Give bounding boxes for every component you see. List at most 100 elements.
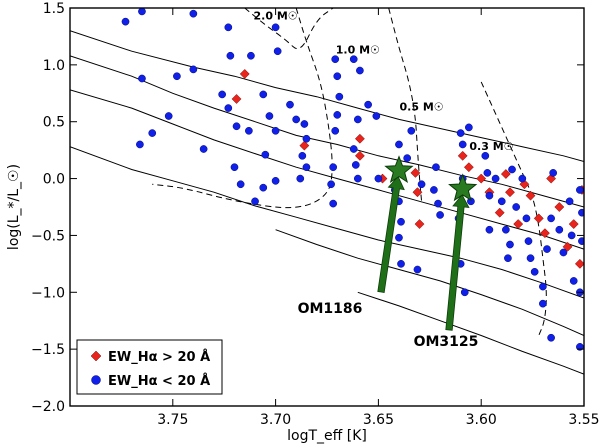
data-point-circle — [138, 74, 146, 83]
plot-frame — [69, 7, 585, 407]
data-point-diamond — [500, 169, 511, 179]
y-tick-label: −1.0 — [31, 285, 65, 301]
x-tick-label: 3.55 — [568, 412, 599, 428]
data-point-circle — [356, 66, 364, 75]
data-point-circle — [271, 126, 280, 135]
data-point-circle — [335, 92, 344, 101]
data-point-diamond — [299, 140, 310, 151]
data-point-circle — [417, 180, 426, 189]
data-point-circle — [518, 174, 527, 183]
isochrone-line — [70, 89, 584, 250]
data-point-diamond — [533, 213, 544, 224]
data-point-diamond — [513, 219, 524, 230]
data-point-circle — [224, 23, 233, 32]
data-point-circle — [407, 126, 416, 135]
data-point-circle — [569, 277, 578, 285]
data-point-circle — [565, 197, 574, 206]
object-label: OM1186 — [298, 301, 363, 317]
data-point-circle — [524, 237, 533, 245]
legend-circle-marker — [91, 375, 101, 385]
isochrone-line — [70, 146, 584, 299]
data-point-circle — [547, 333, 555, 342]
data-point-circle — [547, 214, 555, 223]
data-point-diamond — [494, 207, 505, 218]
data-point-circle — [434, 199, 442, 208]
data-point-circle — [327, 180, 335, 189]
data-point-circle — [512, 203, 521, 211]
legend-entry-label: EW_Hα < 20 Å — [108, 373, 210, 389]
x-tick-label: 3.60 — [466, 412, 497, 428]
data-point-diamond — [568, 219, 579, 230]
data-point-diamond — [414, 219, 425, 230]
data-point-circle — [164, 112, 173, 120]
legend-entry-label: EW_Hα > 20 Å — [108, 349, 210, 365]
data-point-circle — [506, 240, 514, 249]
data-point-circle — [224, 104, 233, 112]
data-point-circle — [481, 151, 490, 160]
data-point-circle — [353, 115, 362, 124]
object-arrows: OM1186 OM3125 — [298, 155, 479, 350]
y-tick-label: −0.5 — [31, 228, 65, 244]
data-point-circle — [458, 140, 467, 149]
object-label: OM3125 — [414, 334, 479, 350]
data-point-diamond — [525, 190, 536, 201]
data-point-circle — [296, 174, 305, 183]
data-point-circle — [485, 225, 494, 234]
data-point-circle — [218, 90, 226, 99]
data-point-circle — [460, 288, 469, 297]
data-point-circle — [576, 186, 584, 194]
data-point-circle — [349, 55, 358, 64]
axes-frame — [69, 7, 585, 407]
data-point-circle — [351, 161, 360, 169]
data-point-circle — [372, 112, 381, 120]
data-point-circle — [522, 214, 531, 223]
data-point-circle — [286, 100, 294, 109]
isochrone-line — [70, 55, 584, 208]
data-point-circle — [251, 197, 259, 206]
data-point-diamond — [412, 187, 423, 198]
axis-ticks: 3.75 3.70 3.65 3.60 3.55 1.5 1.0 0.5 0.0 −0.5 −1.0… — [31, 1, 600, 428]
x-tick-label: 3.65 — [363, 412, 394, 428]
mass-track-label: 0.5 M☉ — [400, 100, 444, 113]
data-point-circle — [397, 217, 405, 226]
data-point-circle — [292, 115, 301, 124]
data-point-circle — [259, 183, 268, 192]
data-point-circle — [300, 120, 309, 128]
data-point-circle — [259, 90, 268, 99]
data-point-circle — [549, 169, 558, 177]
data-point-diamond — [457, 150, 468, 161]
data-point-diamond — [574, 258, 584, 269]
data-point-circle — [430, 186, 438, 194]
data-point-circle — [199, 145, 208, 153]
data-point-circle — [403, 154, 412, 162]
data-point-circle — [395, 233, 403, 242]
isochrone-lines — [70, 30, 584, 375]
data-point-circle — [121, 17, 130, 26]
data-point-circle — [578, 208, 584, 217]
data-point-circle — [138, 8, 146, 16]
data-point-circle — [456, 129, 465, 137]
data-point-circle — [364, 100, 372, 109]
y-tick-label: 1.5 — [43, 1, 65, 17]
y-tick-label: −1.5 — [31, 342, 65, 358]
data-point-circle — [432, 163, 440, 172]
data-point-circle — [173, 72, 181, 81]
data-point-circle — [232, 122, 241, 131]
data-point-circle — [189, 65, 198, 74]
legend-diamond-marker — [90, 350, 102, 362]
data-point-circle — [530, 267, 539, 276]
data-point-circle — [508, 165, 516, 174]
data-point-circle — [504, 254, 512, 263]
y-axis-label: log(L_*/L_☉) — [6, 164, 22, 250]
data-point-circle — [271, 23, 280, 32]
y-tick-label: −2.0 — [31, 399, 65, 415]
data-point-diamond — [554, 202, 565, 212]
data-point-circle — [329, 163, 338, 172]
mass-track-line — [388, 8, 423, 202]
data-point-circle — [331, 55, 340, 64]
data-point-diamond — [354, 133, 365, 144]
data-point-circle — [578, 237, 584, 245]
data-point-circle — [526, 254, 535, 263]
legend-box — [76, 339, 223, 395]
